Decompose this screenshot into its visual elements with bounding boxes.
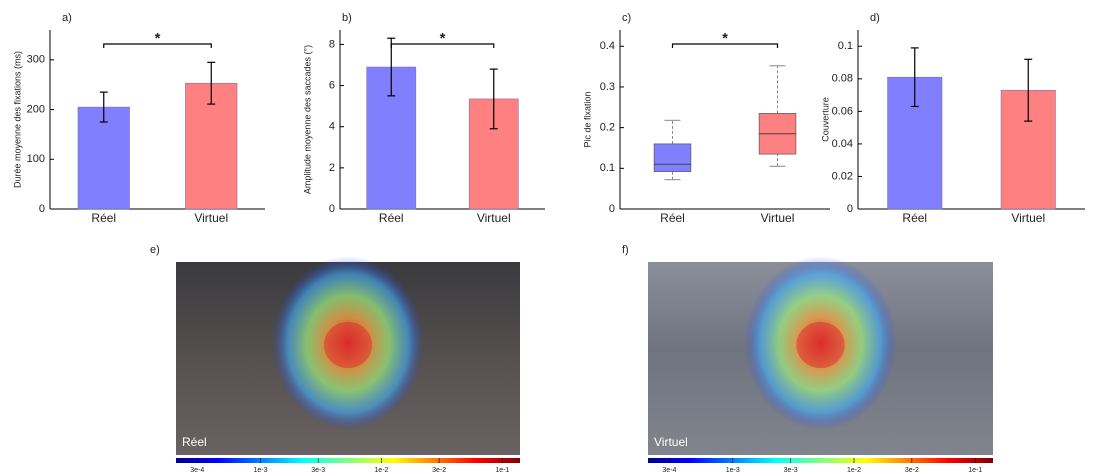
y-tick-label: 2 [329, 162, 335, 174]
y-tick-label: 0.1 [600, 162, 615, 174]
x-tick-label: Réel [902, 211, 927, 225]
y-tick-label: 0.06 [832, 105, 853, 117]
y-tick-label: 0 [609, 203, 615, 215]
x-tick-label: Virtuel [1011, 211, 1045, 225]
error-bar [207, 61, 216, 105]
colorbar-tick-label: 1e-1 [968, 467, 982, 474]
y-axis-label: Couverture [820, 97, 830, 142]
y-axis-label: Pic de fixation [582, 91, 592, 147]
panel-label: f) [622, 244, 629, 256]
colorbar-tick-label: 3e-4 [662, 467, 676, 474]
box [653, 143, 692, 172]
y-tick-label: 200 [27, 103, 45, 115]
heatmap-core [796, 321, 845, 369]
colorbar-tick-label: 3e-2 [432, 467, 446, 474]
colorbar-tick-label: 1e-3 [254, 467, 268, 474]
y-tick-label: 0.1 [838, 40, 853, 52]
panel-label: a) [62, 12, 72, 24]
significance-bracket [671, 43, 779, 48]
colorbar-tick-label: 3e-3 [784, 467, 798, 474]
panel-label: b) [342, 12, 352, 24]
colorbar-tick-label: 1e-1 [495, 467, 509, 474]
x-tick-label: Virtuel [477, 211, 511, 225]
colorbar-tick-label: 3e-4 [190, 467, 204, 474]
significance-label: * [155, 30, 161, 47]
colorbar-tick-label: 1e-3 [726, 467, 740, 474]
y-tick-label: 0 [847, 203, 853, 215]
panel-label: d) [870, 12, 880, 24]
colorbar [648, 458, 993, 463]
y-tick-label: 0.4 [600, 40, 615, 52]
panel-label: c) [622, 12, 631, 24]
significance-bracket [390, 43, 495, 48]
bar [77, 106, 130, 210]
y-axis-label: Amplitude moyenne des saccades (°) [302, 45, 312, 194]
colorbar-tick-label: 3e-2 [905, 467, 919, 474]
y-tick-label: 0.2 [600, 122, 615, 134]
x-tick-label: Réel [660, 211, 685, 225]
x-tick-label: Virtuel [194, 211, 228, 225]
x-tick-label: Réel [379, 211, 404, 225]
significance-bracket [103, 43, 212, 48]
y-tick-label: 0.08 [832, 73, 853, 85]
error-bar [1024, 58, 1033, 122]
image-label: Réel [182, 435, 207, 449]
colorbar-tick-label: 1e-2 [847, 467, 861, 474]
y-tick-label: 8 [329, 38, 335, 50]
y-tick-label: 300 [27, 54, 45, 66]
x-tick-label: Réel [91, 211, 116, 225]
y-tick-label: 0.04 [832, 138, 853, 150]
y-tick-label: 0.02 [832, 170, 853, 182]
colorbar-tick-label: 3e-3 [311, 467, 325, 474]
y-tick-label: 0 [39, 203, 45, 215]
y-tick-label: 0.3 [600, 81, 615, 93]
colorbar-tick-label: 1e-2 [374, 467, 388, 474]
panel-label: e) [150, 244, 160, 256]
y-tick-label: 0 [329, 203, 335, 215]
y-tick-label: 6 [329, 79, 335, 91]
image-label: Virtuel [654, 435, 688, 449]
y-axis-label: Durée moyenne des fixations (ms) [12, 51, 22, 188]
colorbar [176, 458, 520, 463]
heatmap-core [323, 321, 373, 369]
error-bar [910, 47, 919, 108]
significance-label: * [440, 30, 446, 47]
y-tick-label: 4 [329, 121, 335, 133]
y-tick-label: 100 [27, 153, 45, 165]
error-bar [489, 68, 498, 130]
x-tick-label: Virtuel [761, 211, 795, 225]
error-bar [99, 91, 108, 123]
significance-label: * [722, 30, 728, 47]
